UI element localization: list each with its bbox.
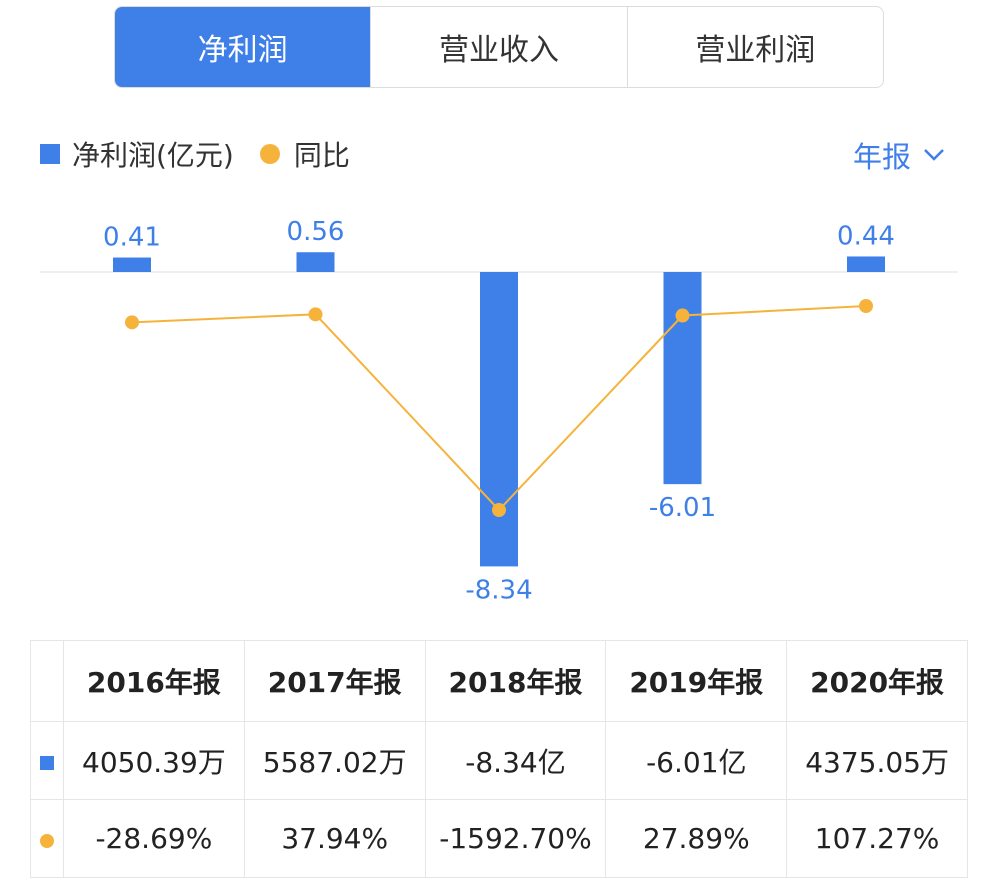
yoy-point-0 <box>125 315 139 330</box>
line-marker-cell <box>30 799 64 878</box>
yoy-point-2 <box>492 503 506 517</box>
table-header-cell: 2017年报 <box>243 640 426 722</box>
bar-value-label: 0.41 <box>103 223 161 253</box>
table-header-cell: 2018年报 <box>424 640 607 722</box>
table-header-cell: 2020年报 <box>786 640 968 722</box>
table-cell: 27.89% <box>605 799 788 878</box>
bar-legend-marker <box>40 144 60 164</box>
bar-marker <box>40 756 54 770</box>
bar-value-label: -8.34 <box>465 575 532 605</box>
table-cell: 4375.05万 <box>786 721 968 800</box>
yoy-point-1 <box>308 307 323 322</box>
bar-marker-cell <box>30 721 64 800</box>
bar-2 <box>480 272 518 567</box>
period-selector[interactable]: 年报 <box>853 134 945 176</box>
period-label: 年报 <box>852 140 911 174</box>
net-profit-chart: 0.41 0.56 -8.34 -6.01 0.44 <box>40 217 958 605</box>
line-marker <box>40 834 54 848</box>
table-cell: 5587.02万 <box>243 721 426 800</box>
table-header-row: 2016年报 2017年报 2018年报 2019年报 2020年报 <box>30 640 968 722</box>
data-table: 2016年报 2017年报 2018年报 2019年报 2020年报 4050.… <box>30 640 968 878</box>
tab-operating-profit[interactable]: 营业利润 <box>626 7 883 87</box>
bar-legend-label: 净利润(亿元) <box>72 139 234 172</box>
chart-legend: 净利润(亿元) 同比 <box>40 136 350 172</box>
table-cell: 4050.39万 <box>63 721 245 800</box>
table-cell: -6.01亿 <box>605 721 788 800</box>
tab-net-profit[interactable]: 净利润 <box>115 7 371 87</box>
table-cell: -8.34亿 <box>424 721 607 800</box>
yoy-point-3 <box>675 308 690 323</box>
table-cell: -1592.70% <box>424 799 607 878</box>
bar-0 <box>113 257 151 272</box>
yoy-row: -28.69% 37.94% -1592.70% 27.89% 107.27% <box>30 799 968 878</box>
header-marker-cell <box>30 640 64 722</box>
line-legend-label: 同比 <box>293 139 350 172</box>
line-legend-marker <box>259 144 280 164</box>
table-header-cell: 2019年报 <box>605 640 788 722</box>
net-profit-row: 4050.39万 5587.02万 -8.34亿 -6.01亿 4375.05万 <box>30 721 968 800</box>
yoy-point-4 <box>859 299 873 313</box>
bar-4 <box>847 256 885 272</box>
tab-revenue[interactable]: 营业收入 <box>370 7 626 87</box>
table-header-cell: 2016年报 <box>63 640 245 722</box>
table-cell: -28.69% <box>63 799 245 878</box>
table-cell: 107.27% <box>786 799 968 878</box>
bar-3 <box>663 272 702 485</box>
metric-tabs: 净利润 营业收入 营业利润 <box>114 6 884 88</box>
bar-value-label: 0.44 <box>837 221 895 251</box>
chevron-down-icon <box>924 149 944 161</box>
bar-value-label: 0.56 <box>287 217 345 247</box>
table-cell: 37.94% <box>243 799 426 878</box>
bar-1 <box>296 252 335 272</box>
bar-value-label: -6.01 <box>649 493 716 523</box>
